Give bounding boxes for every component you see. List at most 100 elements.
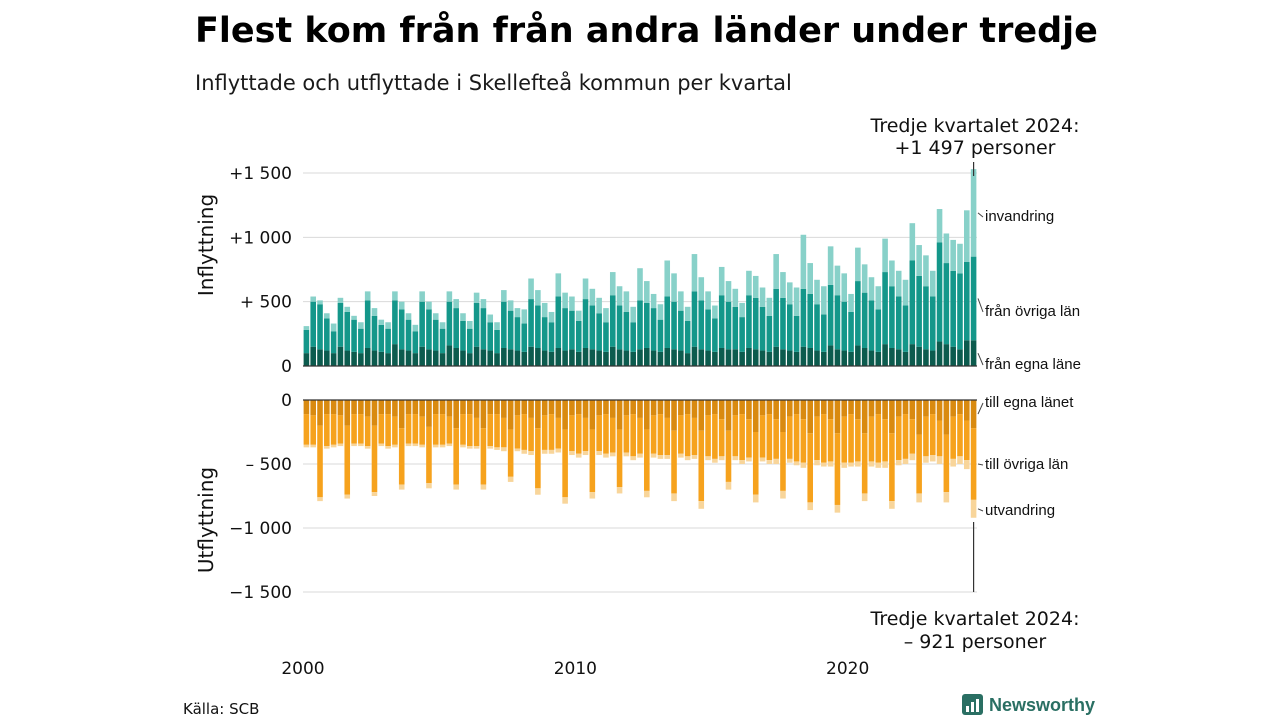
- inflow-bar-1: [909, 260, 916, 345]
- inflow-bar-2: [439, 322, 446, 329]
- inflow-bar-2: [889, 260, 895, 287]
- inflow-bar-2: [330, 323, 337, 332]
- inflow-bar-1: [324, 318, 330, 351]
- outflow-bar-2: [521, 449, 528, 454]
- outflow-bar-1: [712, 414, 718, 459]
- inflow-bar-2: [507, 300, 514, 311]
- outflow-bar-1: [616, 429, 623, 488]
- inflow-bar-1: [943, 263, 950, 345]
- outflow-bar-0: [664, 400, 671, 418]
- outflow-bar-1: [964, 420, 970, 461]
- inflow-bar-0: [351, 351, 357, 366]
- outflow-bar-2: [691, 455, 698, 459]
- outflow-bar-1: [752, 432, 759, 495]
- inflow-label-leader: [977, 212, 984, 218]
- outflow-bar-0: [644, 400, 650, 430]
- inflow-bar-2: [473, 292, 480, 303]
- outflow-bar-2: [929, 455, 936, 462]
- inflow-bar-0: [630, 351, 636, 366]
- outflow-bar-0: [439, 400, 446, 415]
- inflow-bar-2: [514, 308, 521, 318]
- outflow-bar-2: [657, 455, 664, 459]
- outflow-bar-2: [609, 452, 616, 457]
- outflow-bar-2: [310, 444, 316, 448]
- y-tick-label-bottom: −1 000: [229, 519, 292, 539]
- outflow-bar-1: [848, 414, 854, 463]
- outflow-bar-2: [821, 462, 827, 467]
- inflow-bar-2: [317, 300, 323, 305]
- outflow-bar-2: [330, 444, 337, 448]
- outflow-bar-2: [950, 458, 956, 467]
- outflow-bar-2: [453, 484, 459, 490]
- outflow-bar-1: [555, 417, 562, 449]
- inflow-bar-1: [337, 302, 344, 347]
- inflow-bar-1: [412, 331, 419, 354]
- inflow-bar-1: [895, 296, 902, 350]
- inflow-bar-1: [548, 322, 555, 352]
- inflow-bar-2: [398, 301, 405, 310]
- inflow-bar-2: [882, 238, 888, 273]
- outflow-bar-1: [773, 419, 779, 459]
- inflow-bar-1: [950, 270, 956, 347]
- outflow-bar-2: [494, 447, 500, 450]
- inflow-bar-0: [650, 350, 657, 366]
- inflow-bar-2: [800, 234, 807, 289]
- outflow-bar-1: [821, 414, 827, 463]
- outflow-bar-2: [786, 458, 793, 463]
- inflow-bar-2: [752, 275, 759, 298]
- outflow-bar-1: [575, 414, 582, 454]
- outflow-bar-2: [664, 455, 671, 459]
- outflow-bar-0: [535, 400, 541, 429]
- inflow-bar-0: [330, 353, 337, 366]
- inflow-bar-0: [827, 345, 834, 366]
- inflow-bar-1: [330, 331, 337, 354]
- inflow-bar-0: [439, 353, 446, 366]
- inflow-bar-2: [555, 273, 562, 297]
- outflow-bar-1: [378, 414, 385, 444]
- outflow-bar-1: [432, 414, 439, 445]
- inflow-bar-0: [603, 351, 609, 366]
- outflow-bar-2: [446, 443, 453, 447]
- outflow-bar-1: [650, 415, 657, 454]
- inflow-bar-1: [351, 319, 357, 352]
- outflow-bar-0: [821, 400, 827, 415]
- inflow-bar-1: [555, 296, 562, 348]
- outflow-bar-1: [807, 433, 813, 503]
- outflow-bar-2: [412, 443, 419, 447]
- inflow-bar-1: [807, 293, 813, 348]
- inflow-bar-0: [514, 350, 521, 366]
- outflow-bar-2: [480, 484, 487, 490]
- outflow-bar-0: [392, 400, 398, 417]
- chart-subtitle: Inflyttade och utflyttade i Skellefteå k…: [195, 70, 792, 95]
- outflow-bar-1: [609, 417, 616, 453]
- outflow-bar-2: [766, 460, 773, 464]
- inflow-bar-2: [970, 169, 977, 257]
- inflow-bar-2: [392, 291, 398, 301]
- outflow-bar-2: [964, 460, 970, 470]
- inflow-bar-2: [453, 299, 459, 309]
- inflow-bar-0: [793, 351, 800, 366]
- outflow-bar-0: [909, 400, 916, 420]
- inflow-bar-2: [725, 281, 732, 302]
- inflow-bar-1: [698, 300, 705, 350]
- inflow-bar-1: [419, 301, 425, 347]
- inflow-bar-0: [895, 349, 902, 366]
- outflow-bar-2: [630, 456, 636, 461]
- inflow-bar-0: [582, 347, 589, 366]
- outflow-bar-0: [609, 400, 616, 418]
- inflow-bar-2: [943, 233, 950, 264]
- outflow-bar-0: [827, 400, 834, 420]
- outflow-bar-1: [664, 417, 671, 456]
- outflow-bar-1: [446, 416, 453, 444]
- inflow-bar-1: [875, 309, 882, 352]
- inflow-bar-2: [712, 305, 718, 319]
- inflow-bar-2: [834, 265, 841, 296]
- outflow-bar-2: [616, 487, 623, 494]
- inflow-bar-1: [317, 304, 323, 350]
- inflow-bar-0: [664, 347, 671, 366]
- inflow-bar-0: [364, 347, 371, 366]
- inflow-bar-1: [453, 308, 459, 348]
- outflow-bar-1: [419, 416, 425, 445]
- inflow-bar-2: [916, 245, 922, 276]
